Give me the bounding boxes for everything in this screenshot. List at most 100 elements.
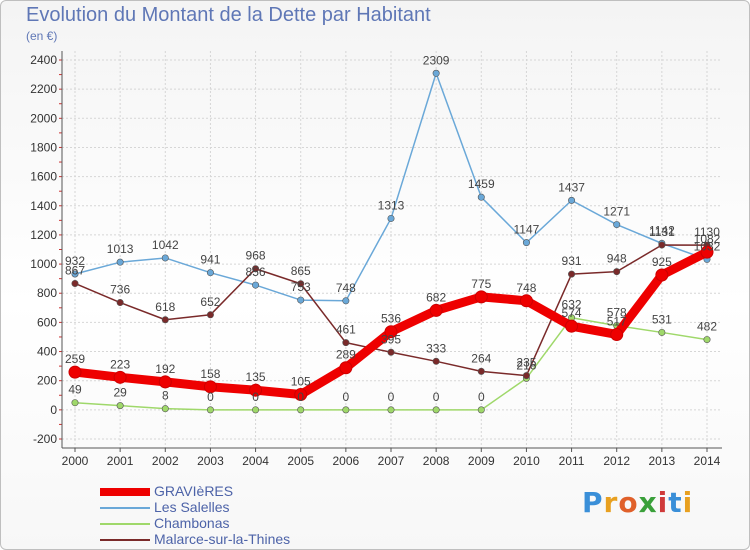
data-label: 652 [200, 295, 220, 309]
x-tick-label: 2014 [694, 454, 721, 468]
data-label: 0 [207, 390, 214, 404]
data-label: 578 [607, 306, 627, 320]
legend: GRAVIèRES Les Salelles Chambonas Malarce-su… [100, 483, 360, 548]
data-label: 753 [291, 280, 311, 294]
logo-letter: x [638, 486, 658, 519]
data-point [613, 268, 621, 276]
data-point [252, 406, 260, 414]
x-tick-label: 2011 [559, 454, 585, 468]
x-tick-label: 2013 [649, 454, 676, 468]
x-tick-label: 2007 [378, 454, 405, 468]
x-tick-label: 2006 [333, 454, 360, 468]
y-tick-label: 2200 [30, 82, 57, 96]
data-point [294, 388, 308, 402]
data-point [387, 348, 395, 356]
y-tick-label: 800 [37, 286, 57, 300]
data-label: 0 [297, 390, 304, 404]
logo-letter: t [668, 486, 683, 519]
data-point [71, 399, 79, 407]
legend-swatch [100, 507, 150, 509]
data-label: 682 [426, 290, 446, 304]
x-tick-label: 2000 [62, 454, 89, 468]
data-point [297, 406, 305, 414]
data-point [113, 370, 127, 384]
data-point [703, 336, 711, 344]
data-point [116, 258, 124, 266]
data-label: 0 [343, 390, 350, 404]
data-label: 856 [246, 265, 266, 279]
data-point [161, 254, 169, 262]
legend-item: GRAVIèRES [100, 483, 360, 500]
data-label: 748 [516, 281, 536, 295]
data-label: 395 [381, 332, 401, 346]
logo-letter: i [657, 486, 669, 519]
data-label: 0 [388, 390, 395, 404]
data-label: 1032 [694, 239, 721, 253]
data-point [522, 372, 530, 380]
data-label: 574 [562, 306, 582, 320]
y-tick-label: 600 [37, 315, 57, 329]
y-tick-label: 1400 [30, 199, 57, 213]
legend-label: Malarce-sur-la-Thines [154, 531, 291, 547]
data-label: 461 [336, 323, 356, 337]
data-point [613, 221, 621, 229]
data-point [658, 328, 666, 336]
data-label: 235 [516, 356, 536, 370]
data-label: 1131 [649, 225, 675, 239]
data-label: 135 [246, 370, 266, 384]
data-label: 264 [471, 351, 491, 365]
data-point [655, 268, 669, 282]
data-label: 8 [162, 389, 169, 403]
legend-item: Chambonas [100, 515, 360, 532]
data-point [522, 239, 530, 247]
data-label: 531 [652, 312, 672, 326]
data-point [658, 241, 666, 249]
data-label: 0 [478, 390, 485, 404]
data-point [519, 294, 533, 308]
data-point [206, 311, 214, 319]
y-tick-label: 2400 [30, 53, 57, 67]
y-tick-label: 1000 [30, 257, 57, 271]
data-label: 775 [471, 277, 491, 291]
y-tick-label: 1800 [30, 140, 57, 154]
data-label: 2309 [423, 53, 450, 67]
data-label: 1142 [649, 223, 675, 237]
legend-swatch [100, 523, 150, 525]
x-tick-label: 2005 [287, 454, 314, 468]
data-point [342, 339, 350, 347]
y-tick-label: 400 [37, 345, 57, 359]
data-point [568, 196, 576, 204]
legend-item: Les Salelles [100, 499, 360, 516]
y-tick-label: 0 [50, 403, 57, 417]
proxiti-logo: Proxiti [582, 486, 693, 519]
data-label: 865 [291, 264, 311, 278]
logo-letter: o [618, 486, 639, 519]
x-tick-label: 2002 [152, 454, 179, 468]
y-tick-label: -200 [33, 432, 57, 446]
y-tick-label: 1600 [30, 170, 57, 184]
data-point [387, 406, 395, 414]
data-point [568, 270, 576, 278]
data-label: 289 [336, 348, 356, 362]
data-label: 216 [516, 358, 536, 372]
data-label: 536 [381, 312, 401, 326]
data-point [429, 303, 443, 317]
data-label: 1437 [558, 180, 585, 194]
logo-letter: P [582, 486, 604, 519]
x-tick-label: 2010 [513, 454, 540, 468]
data-label: 1313 [378, 198, 405, 212]
data-label: 932 [65, 254, 85, 268]
x-tick-label: 2004 [242, 454, 269, 468]
data-label: 158 [200, 367, 220, 381]
y-tick-label: 1200 [30, 228, 57, 242]
data-label: 632 [562, 298, 582, 312]
legend-item: Malarce-sur-la-Thines [100, 531, 360, 548]
data-label: 223 [110, 357, 130, 371]
data-point [116, 299, 124, 307]
data-label: 925 [652, 255, 672, 269]
data-label: 1082 [694, 232, 721, 246]
data-label: 931 [562, 254, 582, 268]
data-label: 1042 [152, 238, 179, 252]
x-tick-label: 2008 [423, 454, 450, 468]
data-point [249, 383, 263, 397]
